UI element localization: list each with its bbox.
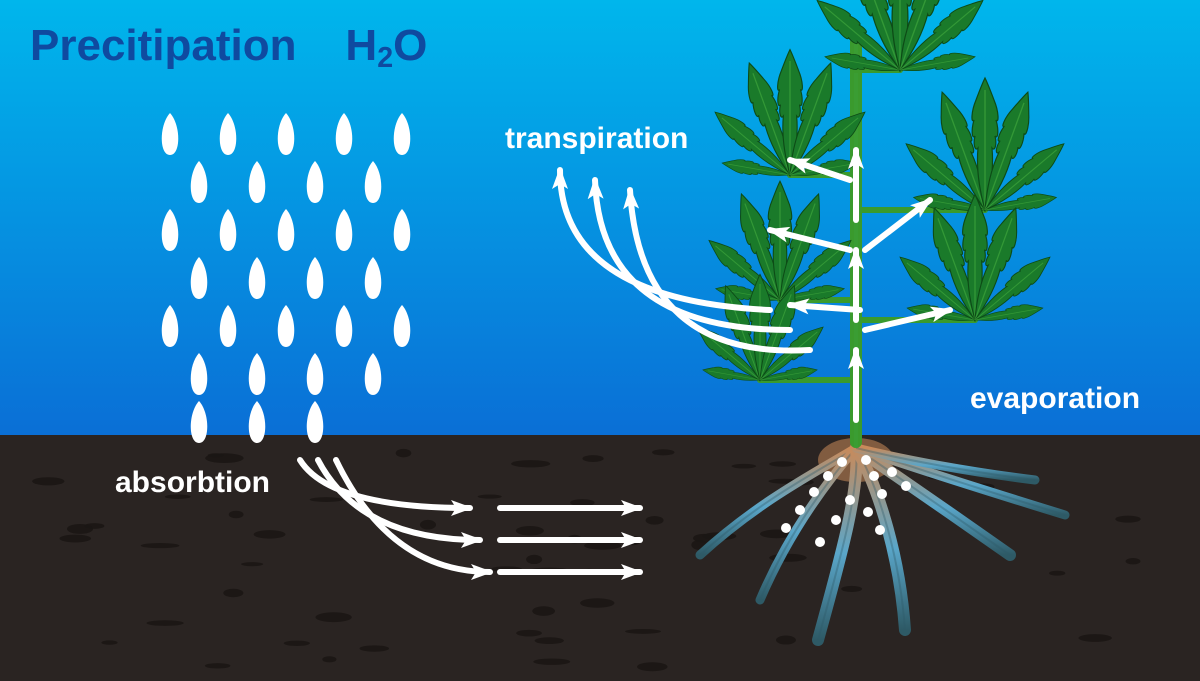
page-title: Precitipation H2O bbox=[30, 21, 427, 75]
plant-roots bbox=[700, 438, 1065, 640]
label-absorbtion: absorbtion bbox=[115, 466, 270, 500]
rain-drops bbox=[162, 113, 411, 443]
label-evaporation: evaporation bbox=[970, 382, 1140, 416]
formula-sub2: 2 bbox=[377, 42, 393, 74]
title-word: Precitipation bbox=[30, 21, 297, 70]
label-transpiration: transpiration bbox=[505, 122, 688, 156]
diagram-canvas bbox=[0, 0, 1200, 681]
formula-H: H bbox=[345, 21, 377, 70]
title-space bbox=[309, 21, 333, 70]
formula-O: O bbox=[393, 21, 427, 70]
plant bbox=[692, 0, 1071, 448]
